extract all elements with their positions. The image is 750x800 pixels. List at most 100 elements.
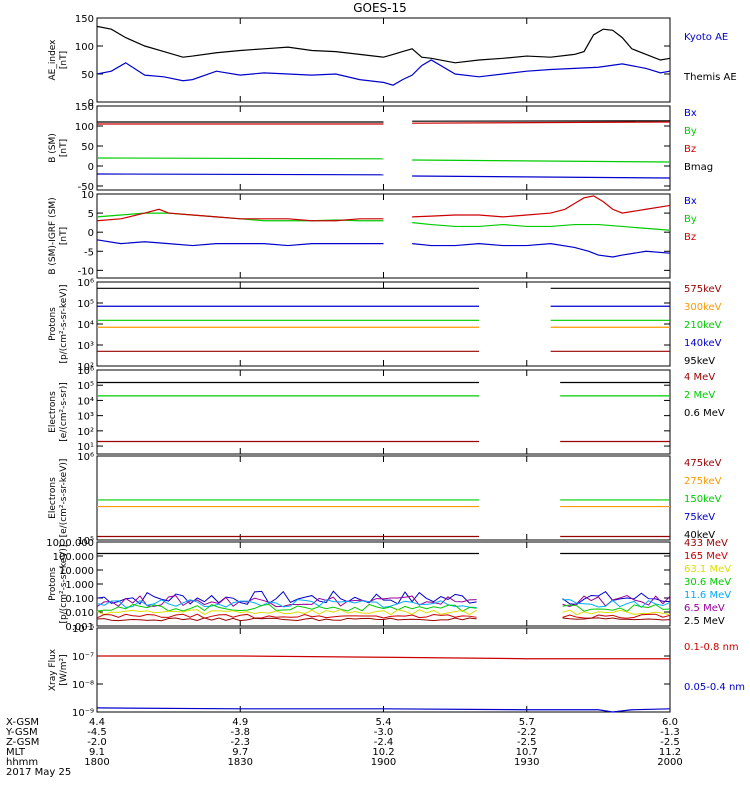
legend-entry: 433 MeV — [684, 538, 728, 549]
y-axis-label: AE_index — [48, 39, 58, 81]
footer-value: -2.5 — [517, 737, 537, 748]
y-axis-label: [nT] — [59, 227, 69, 245]
footer-value: -2.0 — [87, 737, 107, 748]
legend-entry: 140keV — [684, 338, 722, 349]
footer-value: 9.1 — [89, 747, 105, 758]
series-line — [412, 121, 671, 124]
legend-entry: 63.1 MeV — [684, 564, 731, 575]
series-line — [412, 222, 671, 231]
panel-frame — [96, 193, 671, 279]
legend-entry: 75keV — [684, 512, 715, 523]
y-axis-label: [e/(cm²-s-sr)] — [59, 382, 69, 442]
y-tick-label: 10 — [81, 190, 94, 201]
legend-entry: 11.6 MeV — [684, 590, 731, 601]
footer-row-label: Y-GSM — [5, 727, 38, 738]
footer-value: 4.9 — [232, 717, 248, 728]
footer-value: -2.5 — [660, 737, 680, 748]
legend-entry: 575keV — [684, 284, 722, 295]
y-tick-label: 10⁻⁸ — [72, 680, 94, 691]
series-line — [562, 613, 671, 619]
legend-entry: 0.1-0.8 nm — [684, 642, 739, 653]
series-line — [96, 173, 384, 176]
y-tick-label: 100 — [75, 122, 94, 133]
y-tick-label: 10⁵ — [77, 536, 94, 547]
footer-row-label: hhmm — [6, 757, 38, 768]
footer-value: 1830 — [228, 757, 253, 768]
panel-frame — [96, 281, 671, 367]
y-tick-label: 10² — [77, 427, 94, 438]
y-tick-label: 0 — [88, 162, 94, 173]
series-line — [562, 590, 671, 605]
figure-title: GOES-15 — [353, 1, 407, 15]
y-axis-label: [p/(cm²-s-sr-keV)] — [59, 285, 69, 364]
legend-entry: By — [684, 126, 697, 137]
y-tick-label: 100 — [75, 42, 94, 53]
legend-entry: 40keV — [684, 530, 715, 541]
y-tick-label: -5 — [84, 247, 94, 258]
footer-value: -1.3 — [660, 727, 680, 738]
series-line — [412, 159, 671, 163]
footer-value: -2.3 — [230, 737, 250, 748]
footer-row-label: 2017 May 25 — [6, 767, 71, 778]
series-line — [412, 175, 671, 179]
panel-frame — [96, 455, 671, 541]
footer-value: 1930 — [514, 757, 539, 768]
y-axis-label: [nT] — [59, 51, 69, 69]
y-tick-label: 150 — [75, 102, 94, 113]
legend-entry: 150keV — [684, 494, 722, 505]
y-tick-label: 5 — [88, 209, 94, 220]
y-axis-label: [e/(cm²-s-sr-keV)] — [59, 459, 69, 538]
footer-value: 9.7 — [232, 747, 248, 758]
y-tick-label: 0.001 — [65, 622, 94, 633]
legend-entry: 210keV — [684, 320, 722, 331]
series-line — [96, 595, 477, 608]
footer-value: -4.5 — [87, 727, 107, 738]
panel-frame — [96, 541, 671, 627]
legend-entry: Bmag — [684, 162, 713, 173]
panel-1: 0 50 100 150 AE_index [nT] Kyoto AE Themis AE — [48, 14, 737, 109]
legend-entry: 0.05-0.4 nm — [684, 682, 745, 693]
series-line — [96, 599, 477, 609]
series-line — [412, 195, 671, 218]
series-line — [562, 594, 671, 607]
y-axis-label: Xray Flux — [48, 648, 58, 691]
panel-6: 10⁵ 10⁶ Electrons [e/(cm²-s-sr-keV)] 475keV 2… — [48, 452, 722, 547]
footer-row-label: X-GSM — [6, 717, 39, 728]
legend-entry: 2 MeV — [684, 390, 715, 401]
legend-entry: 300keV — [684, 302, 722, 313]
y-tick-label: 10⁶ — [77, 366, 94, 377]
footer-value: 10.7 — [516, 747, 538, 758]
series-line — [96, 707, 671, 713]
y-tick-label: 1000.000 — [46, 538, 94, 549]
legend-entry: 4 MeV — [684, 372, 715, 383]
panel-5: 10¹ 10² 10³ 10⁴ 10⁵ 10⁶ Electrons [e/(cm²-s-sr)… — [48, 366, 725, 455]
y-tick-label: 50 — [81, 70, 94, 81]
series-line — [96, 25, 671, 64]
series-line — [96, 617, 477, 622]
y-axis-label: Protons — [48, 307, 58, 341]
legend-entry: 165 MeV — [684, 551, 728, 562]
footer-value: 4.4 — [89, 717, 105, 728]
panel-frame — [96, 627, 671, 713]
legend-entry: Kyoto AE — [684, 32, 728, 43]
y-tick-label: 10⁻⁷ — [72, 652, 94, 663]
panel-2: -50 0 50 100 150 B (SM) [nT] Bx By Bz Bmag — [48, 102, 713, 193]
legend-entry: By — [684, 214, 697, 225]
legend-entry: Bz — [684, 144, 696, 155]
series-line — [97, 655, 670, 660]
y-tick-label: 10⁶ — [77, 452, 94, 463]
series-line — [96, 590, 477, 605]
series-line — [562, 599, 671, 609]
y-tick-label: 10⁶ — [77, 278, 94, 289]
footer-value: 11.2 — [659, 747, 681, 758]
footer-value: -3.0 — [374, 727, 394, 738]
y-axis-label: [p/(cm²-s-sr-keV)] — [59, 545, 69, 624]
y-tick-label: 10³ — [77, 412, 94, 423]
panel-4: 10² 10³ 10⁴ 10⁵ 10⁶ Protons [p/(cm²-s-sr-keV)]… — [48, 278, 722, 373]
y-tick-label: 100.000 — [53, 552, 94, 563]
legend-entry: Bz — [684, 232, 696, 243]
legend-entry: 95keV — [684, 356, 715, 367]
panel-3: -10 -5 0 5 10 B (SM)-IGRF (SM) [nT] Bx By Bz — [48, 190, 697, 279]
series-line — [562, 617, 671, 621]
